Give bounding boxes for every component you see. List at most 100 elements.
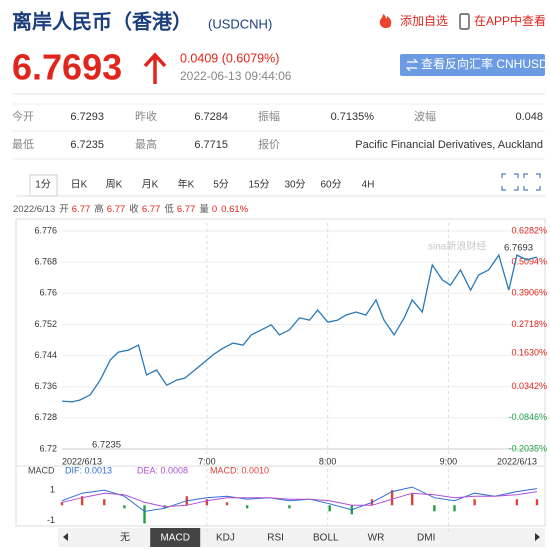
stat-value: 6.7293 [70,111,104,123]
info-value: 6.77 [177,204,196,215]
y2-tick-label: 0.0342% [511,381,547,391]
macd-bar [453,505,456,512]
macd-bar [433,505,436,512]
stat-label: 昨收 [135,109,157,123]
macd-bar [288,505,291,509]
y-tick-label: 6.744 [34,350,57,360]
period-tab[interactable]: 4H [362,180,375,191]
code: (USDCNH) [208,16,272,31]
indicator-tab[interactable]: KDJ [216,533,235,544]
y-tick-label: 6.776 [34,225,57,235]
macd-bar [143,505,146,524]
tab-selected [29,174,58,197]
macd-line [61,491,538,508]
stat-label: 最高 [135,137,157,151]
info-value: 6.77 [142,204,161,215]
period-tab[interactable]: 年K [178,178,195,191]
stat-label: 振幅 [258,109,280,123]
period-tab[interactable]: 月K [142,179,159,191]
reverse-rate-label[interactable]: 查看反向汇率 CNHUSD [421,56,548,71]
stat-label: 最低 [12,138,34,151]
fullscreen-icon[interactable] [501,173,519,191]
macd-bar [411,493,414,506]
y-tick-label: 6.736 [34,381,57,391]
info-label: 收 [129,203,139,215]
last-price-label: 6.7693 [504,243,533,254]
info-label: 高 [94,203,104,215]
y-tick-label: 6.728 [34,412,57,422]
y2-tick-label: 0.1630% [511,347,547,357]
x-tick-label: 8:00 [319,456,337,466]
info-value: 6.77 [72,204,91,215]
macd-bar [80,496,84,506]
x-tick-label: 7:00 [198,456,216,466]
info-label: 量 [199,204,209,215]
scroll-left[interactable] [63,533,68,541]
indicator-tab[interactable]: DMI [417,533,435,544]
macd-bar [535,499,539,506]
macd-bar [123,505,126,509]
x-tick-label: 9:00 [440,456,458,466]
period-tab[interactable]: 15分 [248,179,269,191]
period-tab[interactable]: 1分 [35,179,51,191]
indicator-bar [58,528,545,547]
phone-icon[interactable] [459,13,470,30]
up-arrow [143,52,167,84]
reverse-rate-button[interactable] [400,54,545,76]
indicator-tab[interactable]: WR [368,533,385,544]
indicator-selected [150,528,201,547]
y-tick-label: 6.72 [39,443,57,453]
scroll-right[interactable] [535,533,540,541]
watermark: sina新浪财经 [428,240,486,253]
y2-tick-label: -0.2035% [508,443,547,453]
info-date: 2022/6/13 [13,204,55,215]
macd-tick-label: -1 [47,515,55,525]
stat-value: 0.048 [515,111,543,123]
y2-tick-label: 0.6282% [511,225,547,235]
info-change: 0.61% [221,204,248,215]
stat-value: Pacific Financial Derivatives, Auckland [355,139,543,151]
indicator-tab[interactable]: MACD [160,533,189,544]
macd-bar [473,499,476,506]
stat-value: 6.7715 [194,139,228,151]
legend-entry: DIF: 0.0013 [65,465,112,475]
swap-icon [405,58,419,72]
legend-entry: DEA: 0.0008 [137,465,188,475]
info-line: 2022/6/13 开 6.77 高 6.77 收 6.77 低 6.77 量 0 0.61% [13,203,249,215]
macd-bar [245,505,249,509]
y-tick-label: 6.76 [39,288,57,298]
macd-bar [60,502,64,506]
low-price-label: 6.7235 [92,440,121,451]
change: 0.0409 (0.6079%) [180,51,279,65]
fire-icon[interactable] [379,14,392,28]
add-watchlist[interactable]: 添加自选 [400,14,448,28]
expand-icon[interactable] [523,173,541,191]
view-in-app[interactable]: 在APP中查看 [474,13,546,28]
stat-label: 波幅 [414,110,436,123]
period-tab[interactable]: 60分 [320,179,341,191]
macd-bar [225,502,229,506]
stat-value: 0.7135% [331,111,375,123]
price-line [61,253,538,403]
macd-line [61,486,538,512]
period-tab[interactable]: 日K [71,180,88,191]
stat-label: 报价 [258,137,280,151]
indicator-tab[interactable]: 无 [120,533,130,544]
x-tick-label: 2022/6/13 [62,456,102,466]
price: 6.7693 [12,47,122,88]
y2-tick-label: 0.2718% [511,319,547,329]
macd-tick-label: 1 [50,485,55,495]
legend-entry: MACD: 0.0010 [210,465,269,475]
info-value: 6.77 [107,204,126,215]
chart-frame [15,218,546,527]
period-tab[interactable]: 5分 [213,179,229,191]
y-tick-label: 6.752 [34,319,57,329]
period-tab[interactable]: 周K [106,179,123,191]
period-tab[interactable]: 30分 [284,179,305,191]
y2-tick-label: 0.3906% [511,288,547,298]
indicator-tab[interactable]: BOLL [313,533,339,544]
macd-bar [103,499,106,506]
indicator-tab[interactable]: RSI [267,533,284,544]
